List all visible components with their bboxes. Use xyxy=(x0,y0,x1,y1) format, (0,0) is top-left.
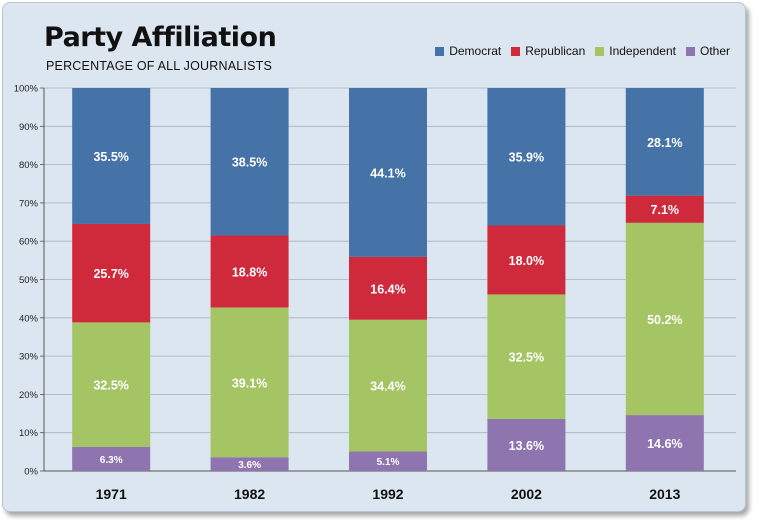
bar-segment-republican xyxy=(210,235,289,308)
y-tick-label: 70% xyxy=(19,198,39,209)
bar-segment-democrat xyxy=(349,88,427,257)
data-label-republican: 18.8% xyxy=(232,265,267,279)
data-label-other: 5.1% xyxy=(377,457,400,468)
data-label-other: 13.6% xyxy=(509,439,544,453)
data-label-democrat: 35.5% xyxy=(93,150,128,164)
legend-swatch-democrat xyxy=(435,46,445,56)
legend: Democrat Republican Independent Other xyxy=(435,44,730,58)
data-label-independent: 34.4% xyxy=(370,380,405,394)
data-label-independent: 39.1% xyxy=(232,376,267,390)
bar-segment-other xyxy=(625,415,704,471)
bar-segment-republican xyxy=(625,195,704,223)
data-label-republican: 16.4% xyxy=(370,282,405,296)
y-tick-label: 20% xyxy=(19,390,39,401)
bar-segment-independent xyxy=(210,307,289,458)
bar-segment-independent xyxy=(349,319,427,452)
y-tick-label: 40% xyxy=(19,313,39,324)
bar-segment-democrat xyxy=(210,88,289,236)
bar-segment-independent xyxy=(487,294,566,419)
bar-segment-other xyxy=(72,446,151,471)
x-tick-label: 1992 xyxy=(372,486,403,502)
data-label-independent: 32.5% xyxy=(509,351,544,365)
y-tick-label: 80% xyxy=(19,160,39,171)
legend-swatch-independent xyxy=(595,46,605,56)
y-tick-label: 30% xyxy=(19,352,39,363)
legend-item-independent: Independent xyxy=(595,44,676,58)
data-label-democrat: 28.1% xyxy=(647,136,682,150)
data-label-democrat: 35.9% xyxy=(509,151,544,165)
data-label-other: 3.6% xyxy=(238,460,261,471)
x-tick-label: 1971 xyxy=(96,486,127,502)
y-tick-label: 100% xyxy=(14,84,39,95)
data-label-democrat: 38.5% xyxy=(232,156,267,170)
data-label-independent: 32.5% xyxy=(93,379,128,393)
data-label-other: 6.3% xyxy=(100,455,123,466)
bar-segment-independent xyxy=(625,222,704,416)
data-label-republican: 7.1% xyxy=(651,203,680,217)
bar-segment-democrat xyxy=(72,88,151,224)
data-label-independent: 50.2% xyxy=(647,313,682,327)
data-label-democrat: 44.1% xyxy=(370,166,405,180)
bar-segment-democrat xyxy=(487,88,566,226)
y-tick-label: 60% xyxy=(19,237,39,248)
bar-segment-independent xyxy=(72,322,151,447)
legend-item-democrat: Democrat xyxy=(435,44,501,58)
x-tick-label: 2002 xyxy=(511,486,542,502)
data-label-republican: 25.7% xyxy=(93,267,128,281)
data-label-republican: 18.0% xyxy=(509,254,544,268)
data-label-other: 14.6% xyxy=(647,437,682,451)
bar-segment-other xyxy=(349,451,427,471)
legend-swatch-other xyxy=(685,46,695,56)
x-tick-label: 2013 xyxy=(649,486,680,502)
legend-label-independent: Independent xyxy=(609,44,676,58)
legend-item-republican: Republican xyxy=(511,44,585,58)
bar-segment-other xyxy=(487,418,566,471)
chart-subtitle: PERCENTAGE OF ALL JOURNALISTS xyxy=(46,59,272,73)
bar-segment-other xyxy=(210,457,289,471)
y-tick-label: 0% xyxy=(24,467,38,478)
bar-segment-republican xyxy=(72,223,151,323)
y-tick-label: 90% xyxy=(19,122,39,133)
x-tick-label: 1982 xyxy=(234,486,265,502)
legend-label-other: Other xyxy=(699,44,730,58)
legend-swatch-republican xyxy=(511,46,521,56)
chart-title: Party Affiliation xyxy=(44,22,277,53)
bar-segment-republican xyxy=(487,225,566,295)
legend-label-republican: Republican xyxy=(525,44,586,58)
bar-segment-republican xyxy=(349,256,427,320)
legend-label-democrat: Democrat xyxy=(449,44,502,58)
legend-item-other: Other xyxy=(685,44,730,58)
y-tick-label: 50% xyxy=(19,275,39,286)
y-tick-label: 10% xyxy=(19,428,39,439)
bar-segment-democrat xyxy=(625,88,704,196)
